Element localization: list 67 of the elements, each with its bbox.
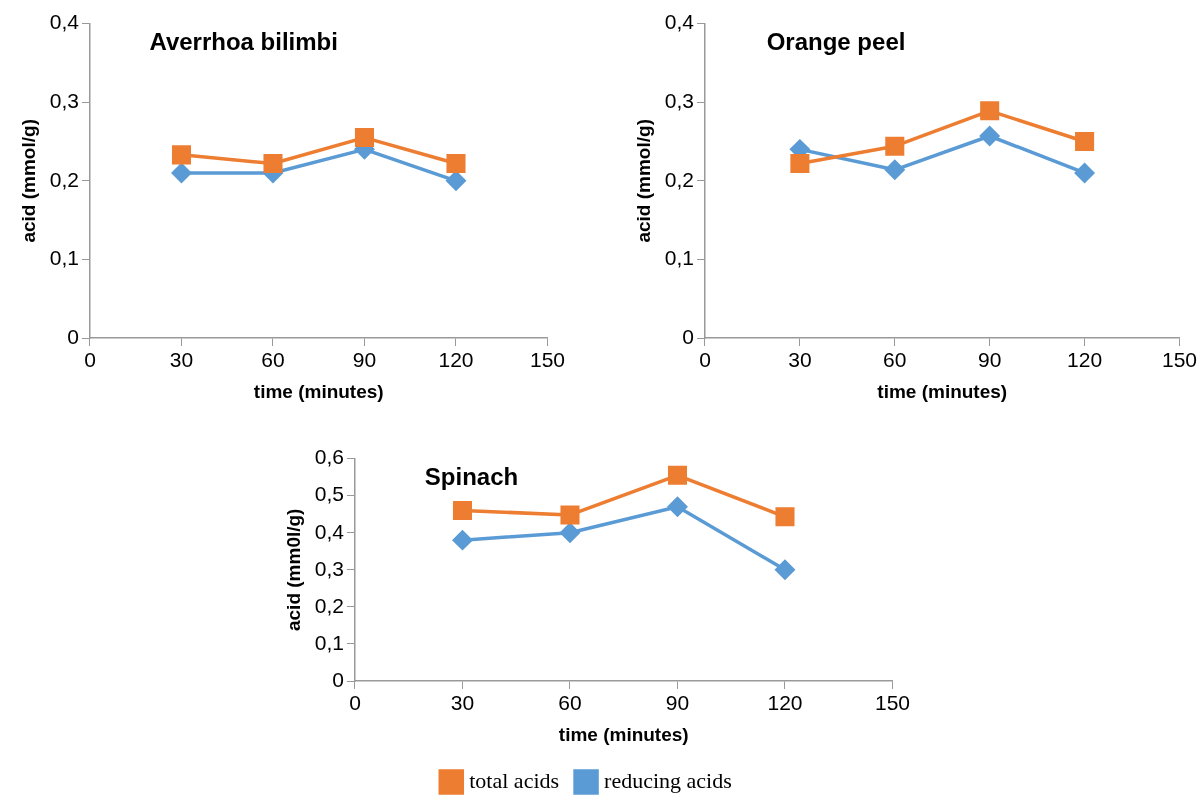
y-tick-label: 0,2	[664, 167, 694, 191]
point	[560, 522, 580, 543]
x-tick-label: 90	[978, 348, 1002, 372]
x-tick-label: 0	[349, 691, 361, 715]
x-tick-label: 0	[84, 348, 96, 372]
x-tick-label: 90	[352, 348, 377, 372]
x-tick-label: 150	[529, 348, 565, 372]
y-tick-label: 0,4	[314, 519, 345, 543]
x-tick-label: 60	[883, 348, 907, 372]
chart-title: Averrhoa bilimbi	[149, 28, 338, 56]
x-tick-label: 30	[788, 348, 812, 372]
point	[979, 126, 1000, 146]
point	[446, 153, 466, 174]
y-tick-label: 0,1	[49, 246, 79, 270]
y-tick-label: 0,3	[664, 89, 694, 112]
chart-title: Orange peel	[766, 28, 906, 56]
x-tick-label: 60	[558, 691, 582, 715]
y-tick-label: 0,2	[49, 167, 79, 191]
x-axis-title: time (minutes)	[558, 723, 689, 745]
legend-label: total acids	[469, 767, 560, 793]
point	[452, 500, 473, 521]
point	[560, 505, 580, 525]
x-tick-label: 60	[261, 348, 285, 372]
y-tick-label: 0,1	[664, 246, 694, 270]
point	[790, 153, 810, 174]
point	[452, 530, 473, 550]
y-tick-label: 0,4	[49, 10, 80, 34]
x-axis-title: time (minutes)	[877, 380, 1008, 402]
point	[775, 507, 795, 527]
y-tick-label: 0,3	[314, 556, 344, 580]
point	[1075, 131, 1095, 152]
x-tick-label: 30	[450, 691, 475, 715]
x-tick-label: 90	[665, 691, 690, 715]
legend-label: reducing acids	[604, 767, 732, 793]
y-tick-label: 0	[332, 667, 344, 691]
chart-title: Spinach	[424, 463, 519, 491]
point	[354, 128, 375, 148]
point	[263, 153, 283, 174]
x-tick-label: 0	[699, 348, 711, 372]
y-tick-label: 0,6	[314, 445, 344, 469]
point	[885, 160, 905, 180]
y-axis-title: acid (mmol/g)	[632, 119, 654, 243]
point	[171, 163, 192, 183]
y-tick-label: 0,3	[49, 89, 79, 112]
point	[667, 497, 688, 517]
y-axis-title: acid (mm0l/g)	[282, 508, 304, 632]
y-tick-label: 0	[67, 324, 79, 348]
point	[775, 560, 795, 580]
y-tick-label: 0,5	[314, 482, 344, 506]
x-tick-label: 120	[438, 348, 474, 372]
point	[885, 136, 905, 156]
y-tick-label: 0,1	[314, 630, 344, 654]
x-axis-title: time (minutes)	[253, 380, 384, 402]
y-tick-label: 0,2	[314, 593, 344, 617]
y-axis-title: acid (mmol/g)	[17, 119, 39, 243]
x-tick-label: 150	[1161, 348, 1197, 372]
x-tick-label: 120	[1067, 348, 1103, 372]
y-tick-label: 0	[682, 324, 694, 348]
point	[171, 145, 192, 165]
x-tick-label: 30	[169, 348, 194, 372]
y-tick-label: 0,4	[664, 10, 695, 34]
point	[980, 101, 1000, 121]
point	[667, 465, 688, 485]
x-tick-label: 120	[767, 691, 803, 715]
point	[1074, 163, 1095, 183]
x-tick-label: 150	[874, 691, 910, 715]
point	[446, 171, 466, 191]
